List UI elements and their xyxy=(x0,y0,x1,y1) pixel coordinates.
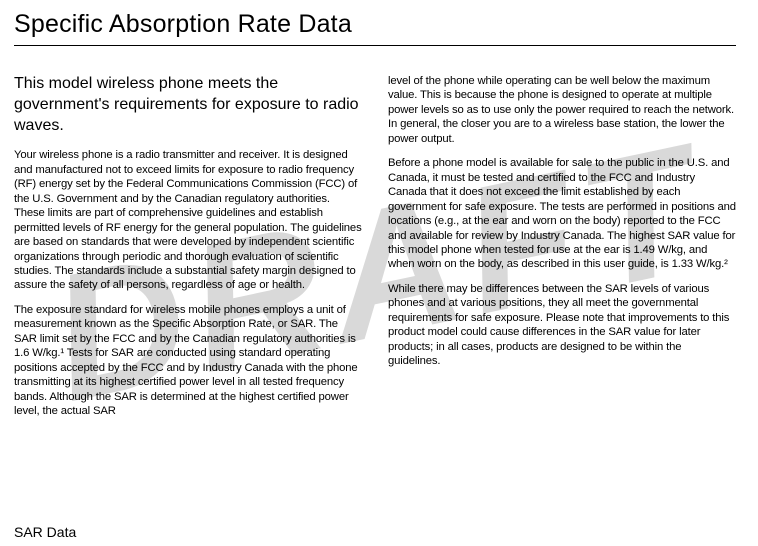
section-subtitle: This model wireless phone meets the gove… xyxy=(14,74,362,136)
right-column: level of the phone while operating can b… xyxy=(388,74,736,429)
left-column: This model wireless phone meets the gove… xyxy=(14,74,362,429)
body-paragraph: Your wireless phone is a radio transmitt… xyxy=(14,148,362,293)
body-paragraph: level of the phone while operating can b… xyxy=(388,74,736,146)
footer-label: SAR Data xyxy=(14,524,76,540)
body-paragraph: While there may be differences between t… xyxy=(388,282,736,369)
two-column-layout: This model wireless phone meets the gove… xyxy=(14,74,736,429)
page-content: Specific Absorption Rate Data This model… xyxy=(0,0,758,429)
page-title: Specific Absorption Rate Data xyxy=(14,10,736,46)
body-paragraph: Before a phone model is available for sa… xyxy=(388,156,736,272)
body-paragraph: The exposure standard for wireless mobil… xyxy=(14,303,362,419)
